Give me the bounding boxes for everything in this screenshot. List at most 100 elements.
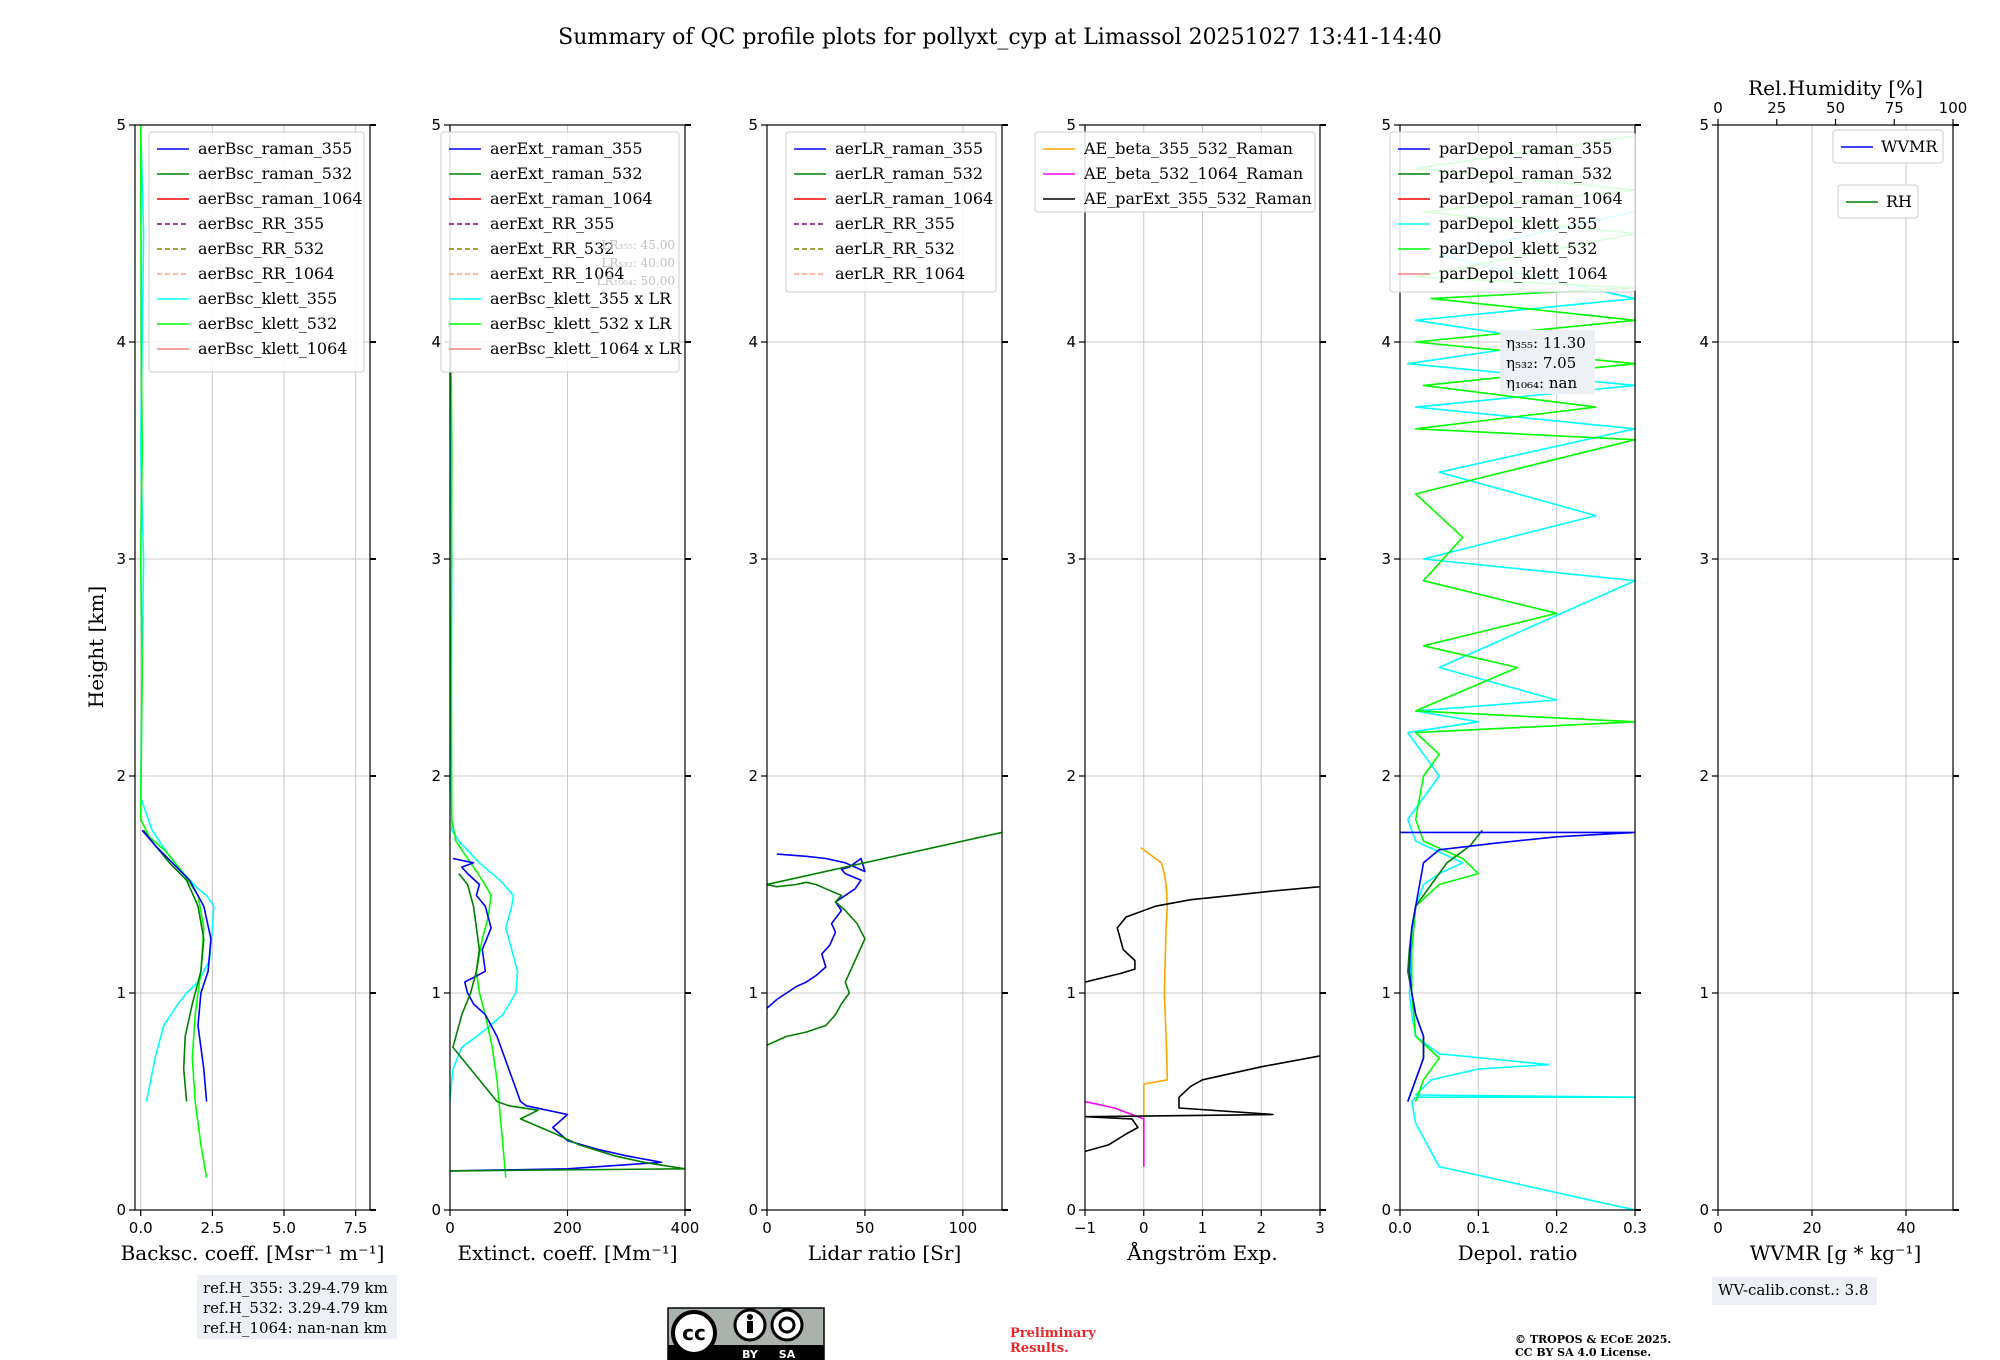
x-tick-label: 0 <box>1139 1219 1149 1237</box>
x-tick-label: 20 <box>1802 1219 1821 1237</box>
y-tick-label: 2 <box>748 767 758 785</box>
note-text: ref.H_1064: nan-nan km <box>203 1319 387 1337</box>
info-note-box: WV-calib.const.: 3.8 <box>1712 1277 1877 1305</box>
note-text: ref.H_532: 3.29-4.79 km <box>203 1299 388 1317</box>
y-tick-label: 5 <box>1381 116 1391 134</box>
x-axis-label: Ångström Exp. <box>1126 1240 1277 1265</box>
legend-wvmr: WVMR <box>1832 129 1944 164</box>
legend-item-label: aerExt_RR_532 <box>490 239 614 258</box>
series-group <box>450 298 685 1178</box>
preliminary-line2: Results. <box>1010 1341 1069 1356</box>
legend-box <box>785 131 997 293</box>
x-tick-label: 3 <box>1315 1219 1325 1237</box>
legend-item-label: aerBsc_klett_1064 x LR <box>490 339 682 358</box>
legend-item-label: AE_beta_355_532_Raman <box>1083 139 1293 158</box>
legend-item-label: aerBsc_RR_1064 <box>198 264 334 283</box>
legend-item-label: AE_beta_532_1064_Raman <box>1083 164 1303 183</box>
series-line-aerExt_raman_532 <box>450 873 685 1172</box>
y-tick-label: 5 <box>1066 116 1076 134</box>
x-tick-label: 200 <box>553 1219 582 1237</box>
y-tick-label: 5 <box>116 116 126 134</box>
legend-item-label: aerLR_RR_1064 <box>835 264 965 283</box>
legend-item-label: aerExt_raman_355 <box>490 139 643 158</box>
series-line-aerBsc_raman_532 <box>142 829 205 1102</box>
legend-box <box>1389 131 1636 293</box>
series-line-aerBsc_raman_355 <box>141 829 212 1102</box>
series-group <box>1085 846 1320 1167</box>
legend-item-label: aerExt_raman_1064 <box>490 189 653 208</box>
x-tick-label: 2 <box>1256 1219 1266 1237</box>
legend-item-label: WVMR <box>1881 137 1938 156</box>
legend-item-label: aerBsc_klett_1064 <box>198 339 347 358</box>
x-tick-label: 100 <box>949 1219 978 1237</box>
legend-item-label: aerLR_raman_1064 <box>835 189 993 208</box>
x-tick-label: 0 <box>1713 1219 1723 1237</box>
y-tick-label: 4 <box>431 333 441 351</box>
x-tick-label: 2.5 <box>200 1219 224 1237</box>
y-tick-label: 4 <box>1699 333 1709 351</box>
series-line-aerBsc_klett_355 x LR <box>450 298 519 1102</box>
note-background <box>1500 330 1595 394</box>
y-tick-label: 3 <box>1066 550 1076 568</box>
legend: aerExt_raman_355 aerExt_raman_532 aerExt_r… <box>440 131 682 373</box>
legend-item-label: parDepol_raman_1064 <box>1439 189 1623 208</box>
x-tick-label: 0.2 <box>1545 1219 1569 1237</box>
y-tick-label: 0 <box>431 1201 441 1219</box>
legend-item-label: aerLR_raman_532 <box>835 164 983 183</box>
x-tick-label: 0 <box>445 1219 455 1237</box>
y-tick-label: 0 <box>1699 1201 1709 1219</box>
legend-box <box>1832 129 1944 164</box>
x-tick-label: 50 <box>855 1219 874 1237</box>
x-tick-label: 0.3 <box>1623 1219 1647 1237</box>
series-group <box>139 125 215 1178</box>
series-group <box>1400 135 1635 1210</box>
legend-item-label: aerBsc_RR_532 <box>198 239 324 258</box>
preliminary-line1: Preliminary <box>1010 1326 1096 1341</box>
cc-license-badge: cc BY SA <box>667 1307 825 1360</box>
y-tick-label: 3 <box>748 550 758 568</box>
x-tick-label: 5.0 <box>272 1219 296 1237</box>
legend-box <box>148 131 365 373</box>
legend-item-label: aerBsc_raman_532 <box>198 164 352 183</box>
panels: 0.0 2.5 5.0 7.5 0 1 2 3 4 5 Backsc. coeff. [Msr⁻¹ … <box>116 76 1967 1339</box>
y-tick-label: 3 <box>431 550 441 568</box>
copyright-line2: CC BY SA 4.0 License. <box>1515 1346 1651 1359</box>
series-line-AE_parExt_355_532_Raman_upper <box>1085 885 1320 983</box>
y-tick-label: 1 <box>1381 984 1391 1002</box>
y-tick-label: 0 <box>748 1201 758 1219</box>
top-tick-label: 0 <box>1713 99 1723 117</box>
top-tick-label: 75 <box>1885 99 1904 117</box>
y-tick-label: 3 <box>116 550 126 568</box>
note-background <box>197 1275 397 1339</box>
legend: parDepol_raman_355 parDepol_raman_532 parD… <box>1389 131 1636 293</box>
series-line-AE_beta_532_1064_Raman <box>1085 1100 1145 1167</box>
share-alike-icon <box>770 1308 804 1342</box>
series-line-aerBsc_klett_532 x LR <box>450 298 507 1178</box>
y-tick-label: 5 <box>431 116 441 134</box>
panel-2: 0 200 400 0 1 2 3 4 5 Extinct. coeff. [Mm⁻¹] aerEx… <box>431 116 699 1265</box>
legend-box <box>1034 131 1316 213</box>
y-tick-label: 1 <box>431 984 441 1002</box>
legend-item-label: parDepol_klett_1064 <box>1439 264 1608 283</box>
cc-icon: cc <box>682 1321 706 1345</box>
legend-item-label: aerBsc_raman_355 <box>198 139 352 158</box>
legend-item-label: aerLR_raman_355 <box>835 139 983 158</box>
legend-item-label: aerBsc_klett_532 x LR <box>490 314 672 333</box>
legend-item-label: parDepol_klett_532 <box>1439 239 1597 258</box>
y-tick-label: 1 <box>116 984 126 1002</box>
panel-1: 0.0 2.5 5.0 7.5 0 1 2 3 4 5 Backsc. coeff. [Msr⁻¹ … <box>116 116 397 1339</box>
x-axis-label: Lidar ratio [Sr] <box>808 1241 962 1265</box>
legend: aerBsc_raman_355 aerBsc_raman_532 aerBsc_r… <box>148 131 365 373</box>
legend-item-label: aerBsc_klett_532 <box>198 314 337 333</box>
x-tick-label: −1 <box>1074 1219 1096 1237</box>
y-tick-label: 2 <box>1381 767 1391 785</box>
series-line-aerLR_raman_355 <box>767 853 866 1009</box>
legend-item-label: parDepol_raman_355 <box>1439 139 1612 158</box>
x-tick-label: 40 <box>1896 1219 1915 1237</box>
y-tick-label: 3 <box>1381 550 1391 568</box>
legend-item-label: aerExt_raman_532 <box>490 164 643 183</box>
y-tick-label: 2 <box>1699 767 1709 785</box>
y-tick-label: 4 <box>116 333 126 351</box>
legend-item-label: AE_parExt_355_532_Raman <box>1083 189 1312 208</box>
